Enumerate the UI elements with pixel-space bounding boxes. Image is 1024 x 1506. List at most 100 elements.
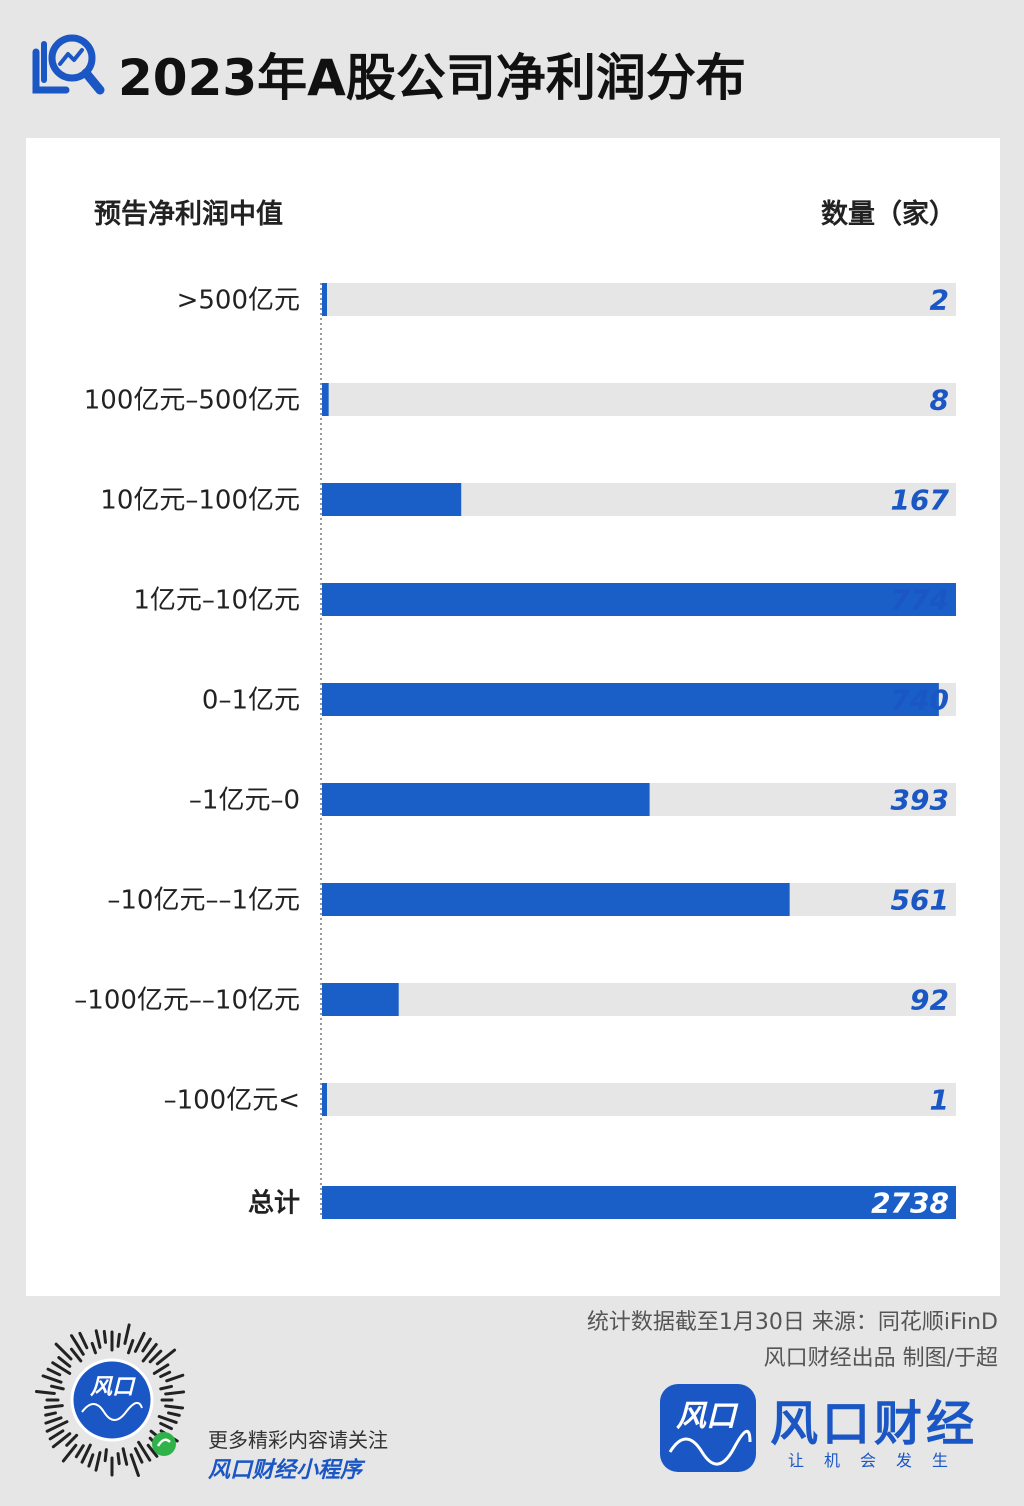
qr-pattern-mark	[44, 1416, 63, 1425]
promo-line: 更多精彩内容请关注	[208, 1428, 388, 1452]
category-label: >500亿元	[177, 286, 300, 316]
category-label: –100亿元<	[164, 1086, 300, 1116]
credit-note: 风口财经出品 制图/于超	[763, 1346, 998, 1371]
qr-pattern-mark	[43, 1404, 64, 1410]
qr-pattern-mark	[159, 1370, 172, 1379]
total-bar	[322, 1186, 956, 1219]
qr-pattern-mark	[157, 1415, 178, 1424]
value-label: 561	[891, 884, 949, 917]
qr-logo-text: 风口	[90, 1375, 136, 1400]
qr-pattern-mark	[44, 1411, 57, 1417]
bar-track	[322, 1083, 956, 1116]
qr-pattern-mark	[123, 1323, 131, 1345]
value-label: 2738	[871, 1187, 949, 1220]
qr-pattern-mark	[167, 1411, 181, 1417]
page-title: 2023年A股公司净利润分布	[118, 49, 746, 107]
qr-pattern-mark	[78, 1331, 89, 1350]
qr-pattern-mark	[51, 1432, 72, 1449]
value-label: 1	[930, 1084, 949, 1117]
total-row: 总计 2738	[248, 1186, 956, 1220]
qr-pattern-mark	[155, 1348, 177, 1366]
qr-pattern-mark	[141, 1342, 158, 1363]
qr-pattern-mark	[69, 1347, 83, 1363]
value-bar	[322, 583, 956, 616]
value-bar	[322, 783, 650, 816]
qr-pattern-mark	[133, 1331, 146, 1353]
category-label: 0–1亿元	[202, 686, 300, 716]
qr-pattern-mark	[121, 1447, 129, 1466]
qr-pattern-mark	[94, 1451, 102, 1472]
value-bar	[322, 1083, 327, 1116]
brand-name: 风口财经	[770, 1396, 979, 1452]
brand-slogan: 让机会发生	[788, 1451, 969, 1470]
qr-pattern-mark	[116, 1332, 121, 1348]
bar-row: 0–1亿元 740	[202, 683, 956, 717]
bar-row: –10亿元––1亿元 561	[107, 883, 956, 917]
data-source-note: 统计数据截至1月30日 来源：同花顺iFinD	[586, 1310, 998, 1335]
chart-card: 预告净利润中值 数量（家） >500亿元 2 100亿元–500亿元 8 10亿元–10…	[26, 138, 1000, 1296]
qr-pattern-mark	[90, 1341, 97, 1355]
bar-row: 1亿元–10亿元 774	[133, 583, 956, 617]
qr-pattern-mark	[129, 1453, 140, 1478]
category-label: –10亿元––1亿元	[107, 886, 300, 916]
magnifier-chart-icon	[32, 34, 105, 95]
bar-chart: >500亿元 2 100亿元–500亿元 8 10亿元–100亿元 167 1亿元–10亿元…	[74, 283, 956, 1220]
value-label: 393	[891, 784, 949, 817]
qr-pattern-mark	[146, 1443, 159, 1458]
bar-row: 100亿元–500亿元 8	[84, 383, 956, 417]
qr-pattern-mark	[116, 1452, 121, 1466]
qr-pattern-mark	[51, 1361, 72, 1375]
qr-pattern-mark	[34, 1389, 56, 1396]
category-column-header: 预告净利润中值	[94, 199, 283, 230]
value-label: 740	[891, 684, 949, 717]
qr-pattern-mark	[164, 1390, 186, 1396]
mini-program-qr-code[interactable]: 风口	[24, 1316, 200, 1486]
bar-row: 10亿元–100亿元 167	[100, 483, 956, 517]
category-label: –1亿元–0	[189, 786, 300, 816]
value-label: 2	[930, 284, 949, 317]
promo-mini-program[interactable]: 风口财经小程序	[208, 1458, 363, 1483]
value-bar	[322, 683, 939, 716]
qr-pattern-mark	[127, 1339, 135, 1355]
qr-pattern-mark	[48, 1429, 65, 1441]
count-column-header: 数量（家）	[821, 199, 956, 230]
value-label: 92	[910, 984, 949, 1017]
qr-pattern-mark	[87, 1453, 95, 1468]
bar-track	[322, 283, 956, 316]
qr-pattern-mark	[65, 1433, 79, 1447]
qr-pattern-mark	[74, 1444, 85, 1459]
qr-pattern-mark	[148, 1349, 163, 1364]
value-bar	[322, 883, 790, 916]
qr-pattern-mark	[46, 1367, 62, 1377]
qr-pattern-mark	[45, 1420, 69, 1433]
qr-pattern-mark	[41, 1374, 63, 1384]
value-bar	[322, 983, 399, 1016]
bar-row: –100亿元< 1	[164, 1083, 956, 1117]
category-label: –100亿元––10亿元	[74, 986, 300, 1016]
qr-pattern-mark	[159, 1421, 173, 1431]
qr-pattern-mark	[102, 1329, 108, 1344]
qr-pattern-mark	[94, 1329, 102, 1349]
category-label: 10亿元–100亿元	[100, 486, 300, 516]
qr-pattern-mark	[103, 1448, 108, 1463]
qr-pattern-mark	[159, 1384, 173, 1391]
category-label: 1亿元–10亿元	[133, 586, 300, 616]
category-label: 100亿元–500亿元	[84, 386, 300, 416]
qr-pattern-mark	[54, 1342, 73, 1361]
header: 2023年A股公司净利润分布	[0, 0, 1024, 138]
qr-pattern-mark	[61, 1443, 78, 1463]
bar-track	[322, 983, 956, 1016]
qr-pattern-mark	[141, 1337, 152, 1353]
brand-logo-text: 风口	[676, 1399, 739, 1434]
qr-pattern-mark	[50, 1384, 65, 1391]
qr-pattern-mark	[164, 1404, 185, 1410]
bar-row: >500亿元 2	[177, 283, 956, 317]
qr-pattern-mark	[152, 1363, 170, 1375]
bar-track	[322, 383, 956, 416]
value-label: 8	[930, 384, 949, 417]
value-label: 167	[891, 484, 950, 517]
bar-row: –100亿元––10亿元 92	[74, 983, 956, 1017]
bar-row: –1亿元–0 393	[189, 783, 956, 817]
value-label: 774	[891, 584, 949, 617]
value-bar	[322, 383, 329, 416]
